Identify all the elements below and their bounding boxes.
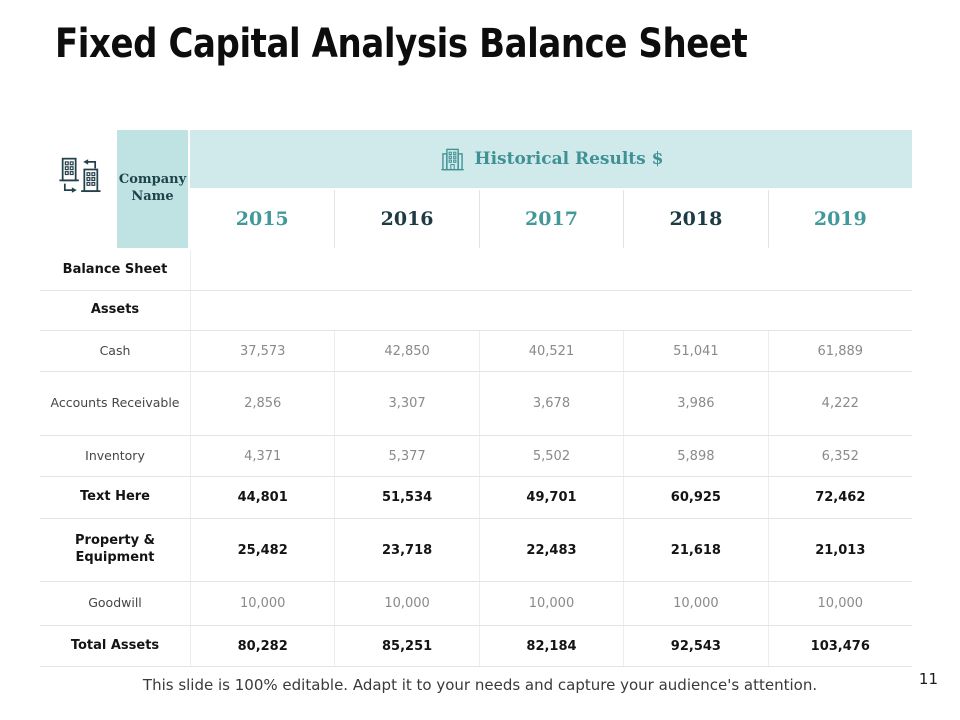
cell-value: 40,521 bbox=[478, 331, 623, 371]
cell-value: 44,801 bbox=[190, 477, 334, 518]
cell-value: 21,013 bbox=[767, 519, 912, 581]
cell-value: 49,701 bbox=[478, 477, 623, 518]
year-header-2018: 2018 bbox=[623, 190, 767, 248]
year-header-2015: 2015 bbox=[235, 208, 289, 230]
cell-value: 4,371 bbox=[190, 436, 334, 476]
buildings-exchange-icon bbox=[54, 150, 106, 202]
table-row-inventory: Inventory 4,371 5,377 5,502 5,898 6,352 bbox=[40, 436, 912, 477]
cell-value: 10,000 bbox=[623, 582, 767, 625]
table-row-assets: Assets bbox=[40, 291, 912, 331]
table-row-goodwill: Goodwill 10,000 10,000 10,000 10,000 10,… bbox=[40, 582, 912, 626]
cell-value: 80,282 bbox=[190, 626, 334, 666]
row-label: Inventory bbox=[85, 447, 145, 463]
table-row-text-here: Text Here 44,801 51,534 49,701 60,925 72… bbox=[40, 477, 912, 519]
building-icon bbox=[439, 146, 466, 173]
row-label: Total Assets bbox=[70, 637, 160, 653]
years-row: 2015 2016 2017 2018 2019 bbox=[190, 190, 912, 248]
historical-results-header: Historical Results $ bbox=[190, 130, 912, 188]
historical-results-label: Historical Results $ bbox=[474, 149, 664, 169]
cell-value: 3,678 bbox=[478, 372, 623, 435]
empty-cells bbox=[190, 291, 912, 330]
cell-value: 72,462 bbox=[767, 477, 912, 518]
cell-value: 10,000 bbox=[334, 582, 478, 625]
cell-value: 51,534 bbox=[334, 477, 478, 518]
cell-value: 10,000 bbox=[478, 582, 623, 625]
page-title: Fixed Capital Analysis Balance Sheet bbox=[55, 24, 870, 64]
cell-value: 85,251 bbox=[334, 626, 478, 666]
table-row-accounts-receivable: Accounts Receivable 2,856 3,307 3,678 3,… bbox=[40, 372, 912, 436]
cell-value: 3,307 bbox=[334, 372, 478, 435]
row-label: Assets bbox=[90, 302, 140, 318]
cell-value: 42,850 bbox=[334, 331, 478, 371]
balance-sheet-table: Company Name bbox=[40, 130, 912, 667]
cell-value: 37,573 bbox=[190, 331, 334, 371]
cell-value: 6,352 bbox=[767, 436, 912, 476]
cell-value: 51,041 bbox=[623, 331, 767, 371]
year-header-2017: 2017 bbox=[478, 190, 623, 248]
page-number: 11 bbox=[918, 670, 938, 688]
table-header: Company Name bbox=[40, 130, 912, 250]
cell-value: 2,856 bbox=[190, 372, 334, 435]
cell-value: 60,925 bbox=[623, 477, 767, 518]
company-name-cell: Company Name bbox=[117, 130, 188, 248]
footer-note: This slide is 100% editable. Adapt it to… bbox=[142, 676, 818, 694]
table-row-balance-sheet: Balance Sheet bbox=[40, 250, 912, 291]
cell-value: 25,482 bbox=[190, 519, 334, 581]
cell-value: 5,898 bbox=[623, 436, 767, 476]
cell-value: 10,000 bbox=[767, 582, 912, 625]
row-label: Text Here bbox=[79, 489, 150, 505]
cell-value: 10,000 bbox=[190, 582, 334, 625]
cell-value: 61,889 bbox=[767, 331, 912, 371]
table-row-total-assets: Total Assets 80,282 85,251 82,184 92,543… bbox=[40, 626, 912, 667]
cell-value: 103,476 bbox=[767, 626, 912, 666]
cell-value: 82,184 bbox=[478, 626, 623, 666]
year-header-2016: 2016 bbox=[334, 190, 478, 248]
row-label: Cash bbox=[99, 342, 131, 358]
row-label: Goodwill bbox=[88, 595, 142, 611]
cell-value: 21,618 bbox=[623, 519, 767, 581]
table-row-property-equipment: Property & Equipment 25,482 23,718 22,48… bbox=[40, 519, 912, 582]
table-body: Balance Sheet Assets Cash 37,573 42,850 … bbox=[40, 250, 912, 667]
row-label: Balance Sheet bbox=[62, 261, 168, 277]
row-label: Property & Equipment bbox=[75, 533, 155, 565]
empty-cells bbox=[190, 250, 912, 290]
table-row-cash: Cash 37,573 42,850 40,521 51,041 61,889 bbox=[40, 331, 912, 372]
page-title-text: Fixed Capital Analysis Balance Sheet bbox=[55, 21, 748, 67]
cell-value: 4,222 bbox=[767, 372, 912, 435]
cell-value: 5,502 bbox=[478, 436, 623, 476]
cell-value: 22,483 bbox=[478, 519, 623, 581]
cell-value: 92,543 bbox=[623, 626, 767, 666]
year-header-2019: 2019 bbox=[767, 190, 912, 248]
cell-value: 5,377 bbox=[334, 436, 478, 476]
row-label: Accounts Receivable bbox=[50, 395, 180, 411]
company-name-label: Company Name bbox=[118, 172, 187, 204]
cell-value: 23,718 bbox=[334, 519, 478, 581]
cell-value: 3,986 bbox=[623, 372, 767, 435]
